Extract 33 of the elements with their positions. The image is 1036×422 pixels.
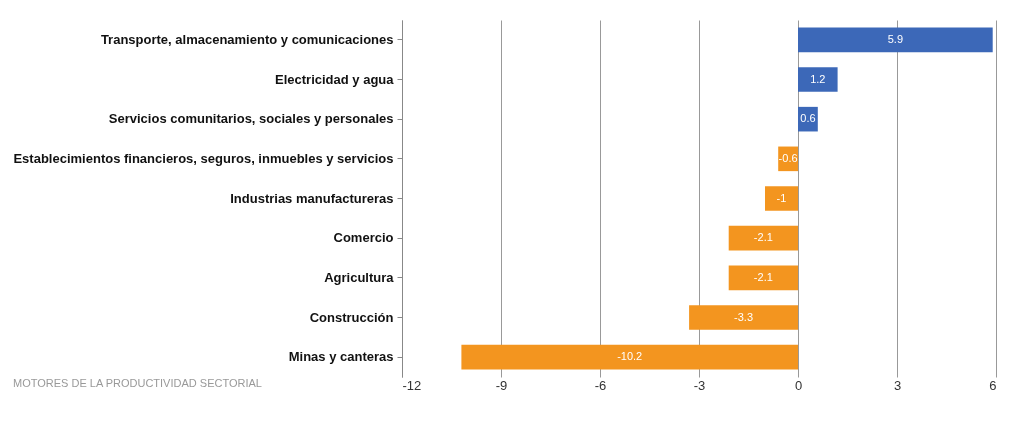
- y-tick-label: Transporte, almacenamiento y comunicaciones: [100, 31, 394, 47]
- data-label: -2.1: [753, 270, 773, 283]
- x-tick-label: -9: [495, 377, 508, 393]
- data-label: -10.2: [617, 350, 643, 363]
- y-tick-label: Minas y canteras: [288, 349, 394, 365]
- data-label: -3.3: [734, 310, 754, 323]
- data-label: -1: [776, 191, 787, 204]
- data-label: 1.2: [810, 72, 826, 85]
- bar: [798, 67, 838, 92]
- x-tick-label: -12: [402, 377, 422, 393]
- bar: [689, 305, 798, 330]
- x-tick-label: 3: [893, 377, 902, 393]
- y-tick-label: Construcción: [309, 309, 394, 325]
- y-tick-label: Servicios comunitarios, sociales y personales: [108, 111, 394, 127]
- y-tick-label: Establecimientos financieros, seguros, inmuebles y servicios: [13, 150, 394, 166]
- bar: [728, 225, 798, 251]
- bar: [798, 27, 993, 53]
- data-label: 5.9: [887, 32, 903, 45]
- x-tick-label: 6: [989, 377, 997, 393]
- bar: [765, 186, 798, 211]
- y-tick-label: Comercio: [333, 230, 394, 246]
- text: MOTORES DE LA PRODUCTIVIDAD SECTORIAL: [12, 377, 262, 389]
- x-tick-label: 0: [794, 377, 803, 393]
- data-label: -0.6: [778, 151, 798, 164]
- x-tick-label: -6: [594, 377, 607, 393]
- data-label: -2.1: [753, 231, 773, 244]
- x-tick-label: -3: [693, 377, 706, 393]
- data-label: 0.6: [800, 112, 816, 125]
- bar: [461, 344, 798, 370]
- y-tick-label: Industrias manufactureras: [230, 190, 394, 206]
- y-tick-label: Electricidad y agua: [275, 71, 395, 87]
- y-tick-label: Agricultura: [324, 269, 395, 285]
- bar: [728, 265, 798, 291]
